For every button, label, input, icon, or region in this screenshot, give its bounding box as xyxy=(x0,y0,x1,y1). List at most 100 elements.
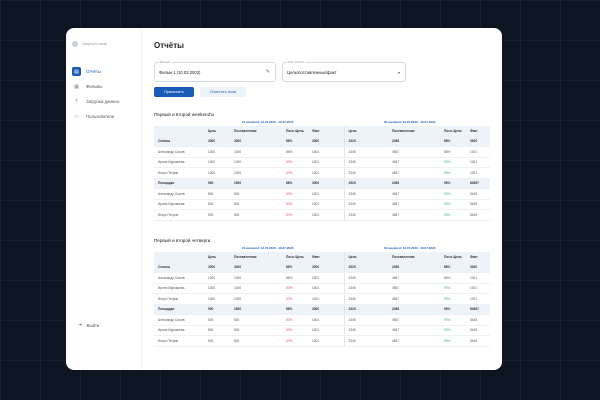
table-cell: 4567 xyxy=(388,283,440,294)
page-title: Отчёты xyxy=(154,41,184,50)
sidebar-item-users[interactable]: ⚇ Пользователи xyxy=(72,109,138,124)
sidebar-item-label: Отчёты xyxy=(86,69,101,74)
table-cell: 2345 xyxy=(344,209,388,221)
table-cell: 93% xyxy=(440,199,466,210)
table-row: Александр Сычев 1000 1000 86% 1001 2345 4567 86… xyxy=(154,272,490,284)
table-cell: 3000 xyxy=(230,262,282,273)
table-cell: 1000 xyxy=(230,146,282,158)
table-cell: 84567 xyxy=(466,178,490,189)
table-cell: 96% xyxy=(440,304,466,315)
section-title: Первый и второй weekend'ы xyxy=(154,112,215,117)
main-content: Отчёты Фильм* Фильм 1 (10.02.2002) ✎ Тип о… xyxy=(154,28,502,370)
group-row: Сеансы 3000 3000 88% 3000 2525 2456 88% 3000 xyxy=(154,136,490,147)
table-cell: 4567 xyxy=(388,272,440,284)
section-weekends: Первый и второй weekend'ы 01 weekend: 13… xyxy=(154,112,490,221)
logout-button[interactable]: ⇥ Выйти xyxy=(78,322,99,328)
table-cell: Игорь Петров xyxy=(154,167,204,179)
table-row: Игорь Петров 500 500 50% 1001 2345 4567 93% 5445 xyxy=(154,209,490,221)
table-cell: Площадки xyxy=(154,304,204,315)
table-cell: 5445 xyxy=(466,314,490,326)
chevron-down-icon[interactable]: ▾ xyxy=(397,70,400,75)
upload-icon: ⤒ xyxy=(75,98,78,105)
table-cell: 500 xyxy=(204,188,230,200)
report-table: Цель Поставленная Посл./Цель Факт Цель Постав… xyxy=(154,126,490,221)
table-cell: 50% xyxy=(282,199,308,210)
table-cell: Игорь Петров xyxy=(154,293,204,305)
table-cell: 4567 xyxy=(388,146,440,158)
period-labels: 01 weekend: 13.07.2023 - 16.07.2023 02 we… xyxy=(154,246,490,252)
table-cell: 5445 xyxy=(466,325,490,336)
table-cell: 4567 xyxy=(388,209,440,221)
table-cell: 2345 xyxy=(344,146,388,158)
table-cell: 2456 xyxy=(388,136,440,147)
report-type-label: Тип отчёта* xyxy=(287,60,306,64)
column-header: Посл./Цель xyxy=(440,252,466,263)
table-cell: 50% xyxy=(282,157,308,168)
pencil-icon[interactable]: ✎ xyxy=(265,69,270,75)
table-cell: 1000 xyxy=(204,293,230,305)
column-header: Посл./Цель xyxy=(282,126,308,137)
film-label: Фильм* xyxy=(159,60,172,64)
column-header xyxy=(154,126,204,137)
table-cell: Игорь Петров xyxy=(154,335,204,347)
table-cell: 3000 xyxy=(466,136,490,147)
table-cell: 2456 xyxy=(388,262,440,273)
clear-button[interactable]: Очистить поля xyxy=(200,87,246,97)
column-header: Факт xyxy=(308,126,345,137)
section-title: Первый и второй четверги xyxy=(154,238,211,243)
table-cell: 88% xyxy=(282,178,308,189)
table-cell: 93% xyxy=(440,293,466,305)
period-labels: 01 weekend: 13.07.2023 - 16.07.2023 02 we… xyxy=(154,120,490,126)
table-cell: 2345 xyxy=(344,157,388,168)
film-icon: ▦ xyxy=(74,83,79,90)
app-window: Свернуть меню ▤ Отчёты ▦ Фильмы ⤒ Загрузка … xyxy=(66,28,502,370)
film-select[interactable]: Фильм* Фильм 1 (10.02.2002) ✎ xyxy=(154,60,276,82)
column-header: Посл./Цель xyxy=(282,252,308,263)
table-cell: 2525 xyxy=(344,262,388,273)
table-cell: 500 xyxy=(204,199,230,210)
table-cell: Сеансы xyxy=(154,136,204,147)
table-cell: 2345 xyxy=(344,199,388,210)
table-cell: 1000 xyxy=(230,157,282,168)
table-cell: 50% xyxy=(282,293,308,305)
table-cell: 50% xyxy=(282,283,308,294)
table-cell: 4567 xyxy=(388,199,440,210)
sidebar-item-upload[interactable]: ⤒ Загрузка данных xyxy=(72,94,138,109)
group-row: Площадки 500 1500 88% 3000 2525 2456 96% 84567 xyxy=(154,178,490,189)
table-cell: 1001 xyxy=(308,167,345,179)
table-cell: 88% xyxy=(440,136,466,147)
table-cell: 1500 xyxy=(230,178,282,189)
table-cell: 88% xyxy=(440,262,466,273)
table-cell: 5445 xyxy=(466,188,490,200)
sidebar-item-reports[interactable]: ▤ Отчёты xyxy=(72,64,138,79)
table-cell: 1001 xyxy=(466,293,490,305)
report-type-select[interactable]: Тип отчёта* Цель/поставленные/факт ▾ xyxy=(282,60,406,82)
logo-icon xyxy=(72,41,78,47)
collapse-menu-button[interactable]: Свернуть меню xyxy=(72,41,107,47)
table-cell: 4567 xyxy=(388,335,440,347)
table-cell: 1000 xyxy=(230,167,282,179)
table-cell: Ирина Мурзаьева xyxy=(154,199,204,210)
column-header: Факт xyxy=(466,126,490,137)
table-cell: 3000 xyxy=(204,262,230,273)
table-row: Игорь Петров 500 500 50% 1001 2345 4567 93% 5445 xyxy=(154,335,490,347)
table-cell: 2456 xyxy=(388,304,440,315)
table-cell: 4567 xyxy=(388,157,440,168)
table-cell: Александр Сычев xyxy=(154,272,204,284)
table-cell: Площадки xyxy=(154,178,204,189)
column-header: Факт xyxy=(308,252,345,263)
table-cell: Ирина Мурзаьева xyxy=(154,283,204,294)
section-thursdays: Первый и второй четверги 01 weekend: 13.… xyxy=(154,238,490,347)
column-header: Факт xyxy=(466,252,490,263)
apply-button[interactable]: Применить xyxy=(154,87,194,97)
table-row: Ирина Мурзаьева 500 500 50% 1001 2345 4567 93% 5… xyxy=(154,325,490,336)
sidebar-item-films[interactable]: ▦ Фильмы xyxy=(72,79,138,94)
table-cell: 1001 xyxy=(308,209,345,221)
table-cell: 1001 xyxy=(308,157,345,168)
table-cell: 2456 xyxy=(388,178,440,189)
table-cell: 3000 xyxy=(308,136,345,147)
table-cell: 3000 xyxy=(308,262,345,273)
logout-icon: ⇥ xyxy=(78,322,82,327)
table-cell: 2525 xyxy=(344,178,388,189)
sidebar: Свернуть меню ▤ Отчёты ▦ Фильмы ⤒ Загрузка … xyxy=(66,28,142,370)
